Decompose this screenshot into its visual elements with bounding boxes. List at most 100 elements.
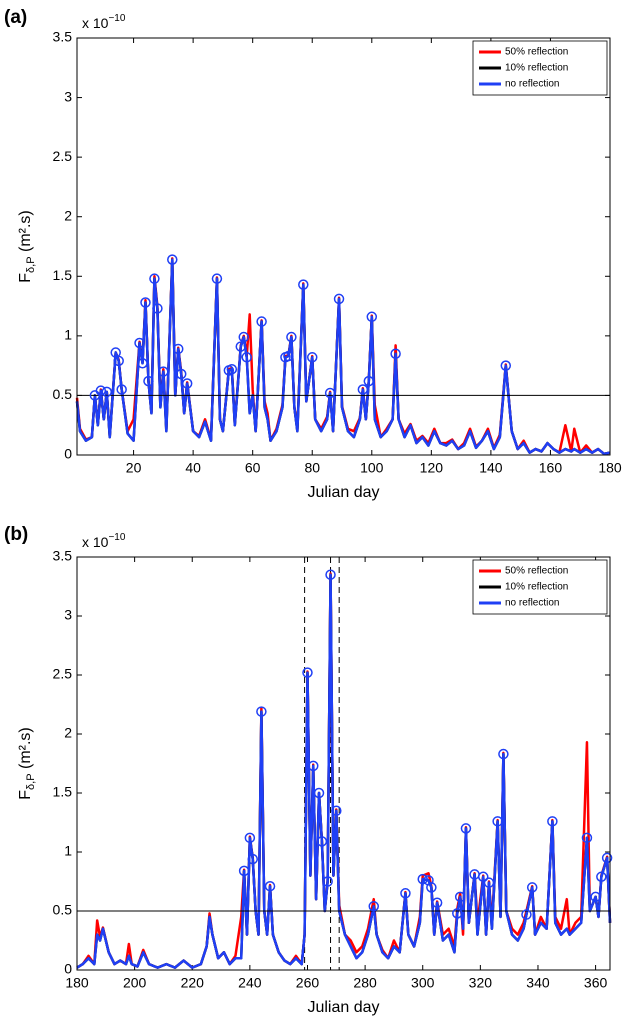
y-multiplier-exponent: −10 [108, 13, 125, 24]
peak-marker [140, 297, 151, 308]
panel: (a) x 10−10 Fδ,P (m².s) Julian day 0 0.5 1 1.5 2… [4, 7, 622, 501]
peak-marker [134, 337, 145, 349]
y-multiplier-base: x 10 [82, 15, 109, 31]
peak-marker [331, 805, 342, 816]
y-tick-label: 0.5 [53, 902, 73, 918]
y-tick-label: 2 [64, 725, 72, 741]
peak-marker [363, 375, 375, 387]
peak-marker [521, 909, 532, 920]
peak-marker [452, 908, 463, 919]
peak-marker [596, 871, 607, 883]
peak-marker [226, 363, 238, 375]
y-label-main: F [17, 273, 34, 283]
peak-marker [256, 316, 267, 327]
peak-marker [581, 832, 593, 844]
axes-box [76, 556, 611, 971]
peak-marker [492, 816, 503, 827]
peak-marker [149, 273, 160, 284]
peak-marker [307, 760, 319, 772]
legend-label: 50% reflection [505, 566, 568, 577]
peak-marker [483, 877, 495, 888]
y-multiplier: x 10−10 [82, 13, 126, 31]
series-line [75, 257, 611, 456]
x-tick-label: 180 [65, 975, 89, 991]
peak-marker [325, 569, 336, 580]
peak-marker [235, 341, 247, 352]
y-multiplier-base: x 10 [82, 534, 109, 550]
legend-label: 10% reflection [505, 582, 568, 593]
x-tick-label: 60 [245, 460, 261, 476]
y-tick-label: 3 [64, 88, 72, 104]
peak-marker [256, 706, 267, 717]
legend-label: no reflection [505, 598, 559, 609]
x-tick-label: 120 [420, 460, 444, 476]
y-tick-label: 2.5 [53, 148, 73, 164]
peak-marker [316, 836, 328, 847]
peak-marker [167, 254, 178, 265]
y-multiplier: x 10−10 [82, 532, 126, 550]
peak-marker [477, 871, 489, 883]
panel-label: (b) [4, 524, 28, 545]
peak-marker [333, 293, 345, 305]
y-tick-label: 1 [64, 843, 72, 859]
y-tick-label: 3.5 [53, 548, 73, 564]
peak-marker [400, 888, 411, 899]
peak-marker [431, 897, 443, 908]
peak-marker [460, 823, 472, 834]
peak-marker [238, 331, 249, 343]
peak-marker [368, 901, 380, 912]
x-tick-label: 240 [238, 975, 262, 991]
peak-marker [264, 880, 276, 892]
series-line [76, 573, 612, 969]
y-axis-label: Fδ,P (m².s) [17, 210, 37, 283]
peak-marker [286, 331, 297, 343]
series-line [75, 258, 611, 456]
peak-marker [454, 891, 466, 903]
peak-marker [601, 852, 613, 864]
peak-marker [423, 875, 434, 886]
x-tick-label: 300 [411, 975, 435, 991]
y-label-sub: δ,P [25, 773, 37, 790]
peak-marker [306, 352, 318, 363]
x-tick-label: 40 [185, 460, 201, 476]
peak-marker [113, 355, 124, 367]
x-axis-label: Julian day [307, 999, 379, 1016]
peak-marker [211, 273, 223, 284]
x-tick-label: 80 [304, 460, 320, 476]
peak-marker [238, 865, 250, 877]
y-label-sub: δ,P [25, 256, 37, 273]
y-tick-label: 1.5 [53, 784, 73, 800]
x-tick-label: 140 [479, 460, 503, 476]
peak-marker [547, 816, 558, 827]
y-tick-label: 1.5 [53, 267, 73, 283]
peak-marker [244, 832, 256, 844]
x-tick-label: 20 [126, 460, 142, 476]
y-tick-label: 3 [64, 607, 72, 623]
y-tick-label: 2.5 [53, 666, 73, 682]
series-line [75, 258, 611, 456]
peak-marker [143, 375, 154, 387]
peak-marker [357, 384, 369, 395]
axes-box [76, 37, 611, 456]
y-axis-label: Fδ,P (m².s) [17, 727, 37, 800]
peak-marker [324, 387, 336, 399]
x-tick-label: 180 [598, 460, 622, 476]
peak-marker [283, 350, 294, 362]
peak-marker [426, 882, 437, 893]
x-tick-label: 340 [526, 975, 550, 991]
peak-marker [390, 348, 401, 359]
peak-marker [322, 876, 333, 887]
peak-marker [500, 360, 512, 371]
peak-marker [247, 853, 258, 865]
x-tick-label: 200 [123, 975, 147, 991]
peak-marker [366, 311, 378, 323]
series-line [76, 572, 612, 969]
peak-marker [302, 667, 313, 678]
y-tick-label: 1 [64, 327, 72, 343]
y-label-rest: (m².s) [17, 727, 34, 773]
panel-label: (a) [4, 7, 27, 28]
peak-marker [417, 873, 428, 885]
y-tick-label: 3.5 [53, 29, 73, 45]
peak-marker [152, 303, 163, 314]
